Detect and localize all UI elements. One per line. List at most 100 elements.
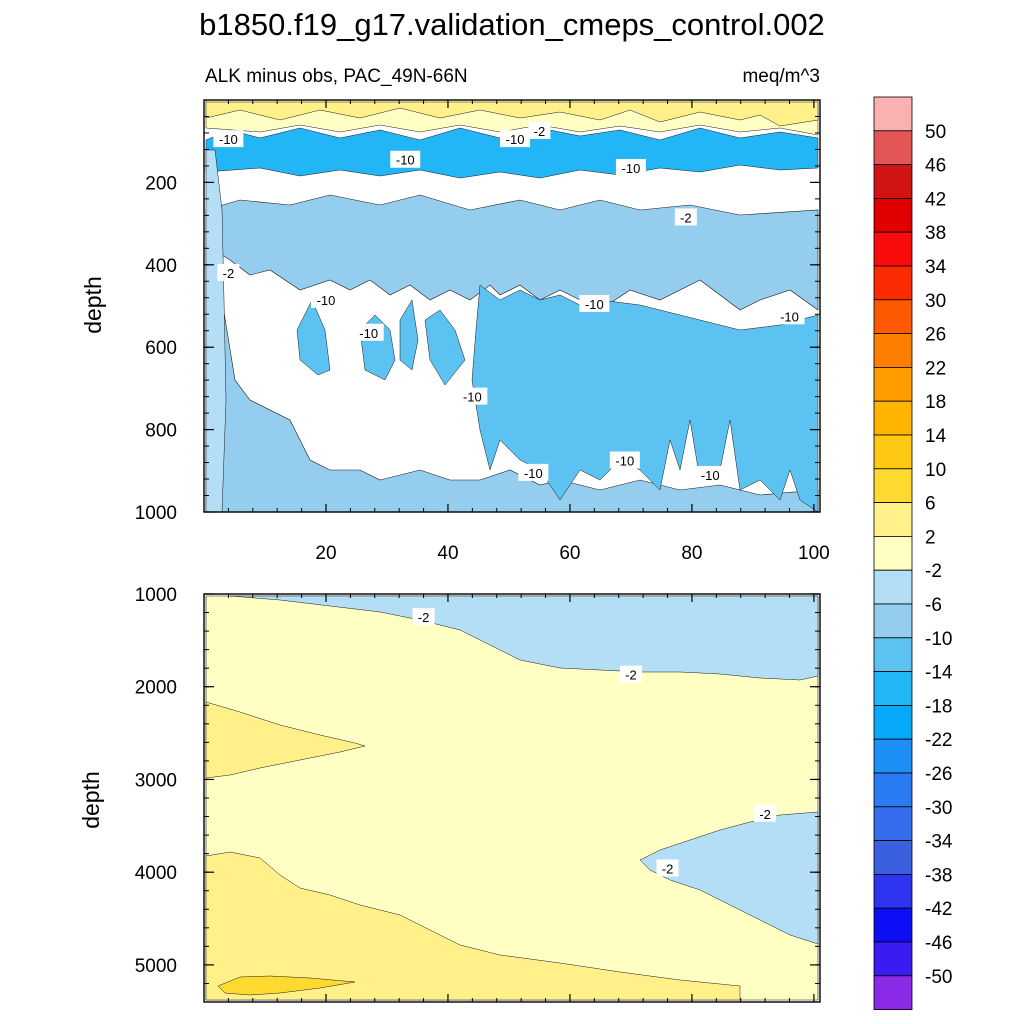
upper-x-tick-label: 80 <box>681 543 702 564</box>
contour-label: -10 <box>310 290 341 308</box>
colorbar-swatch <box>873 671 913 706</box>
lower-panel: 1000 2000 3000 4000 5000 -2 -2 -2 -2 <box>135 585 821 1003</box>
colorbar: 50 46 42 38 34 30 26 22 18 14 10 6 2 -2 -6 -10 -14 -18 -22… <box>873 96 953 1010</box>
colorbar-label: -26 <box>925 764 952 785</box>
colorbar-label: 14 <box>925 426 947 447</box>
colorbar-swatch <box>873 130 913 166</box>
contour-label: -10 <box>390 150 421 168</box>
contour-label: -10 <box>615 158 646 176</box>
contour-label: -10 <box>457 387 488 405</box>
colorbar-label: -10 <box>925 629 952 650</box>
colorbar-label: 2 <box>925 527 936 548</box>
svg-text:-10: -10 <box>585 297 604 312</box>
svg-text:-2: -2 <box>759 807 771 822</box>
upper-panel: 20 40 60 80 100 200 400 600 800 1000 -10 -10 -10 -2 -1… <box>135 99 830 564</box>
colorbar-swatch <box>873 299 913 334</box>
contour-label: -10 <box>500 130 531 148</box>
colorbar-swatch <box>873 806 913 841</box>
colorbar-swatch <box>873 164 913 199</box>
upper-plot-frame <box>203 99 821 513</box>
upper-y-axis-label: depth <box>80 276 106 334</box>
colorbar-label: 10 <box>925 460 946 481</box>
lower-y-tick-label: 4000 <box>135 863 177 884</box>
colorbar-label: -6 <box>925 595 942 616</box>
upper-y-tick-label: 200 <box>145 173 177 194</box>
colorbar-label: -34 <box>925 832 953 853</box>
colorbar-swatch <box>873 400 913 436</box>
colorbar-swatch <box>873 502 913 537</box>
colorbar-swatch <box>873 705 913 740</box>
colorbar-swatch <box>873 941 913 977</box>
upper-x-tick-label: 40 <box>437 543 458 564</box>
colorbar-swatch <box>873 96 913 132</box>
colorbar-label: 18 <box>925 392 946 413</box>
colorbar-swatch <box>873 738 913 774</box>
colorbar-swatch <box>873 907 913 943</box>
svg-text:-10: -10 <box>615 454 634 469</box>
contour-label: -10 <box>774 307 805 325</box>
upper-x-tick-label: 20 <box>315 543 336 564</box>
lower-y-axis-label: depth <box>78 771 104 829</box>
colorbar-swatch <box>873 231 913 267</box>
lower-contour-region <box>205 851 741 1001</box>
colorbar-label: 42 <box>925 189 946 210</box>
svg-text:-2: -2 <box>680 210 692 225</box>
colorbar-label: -2 <box>925 561 942 582</box>
lower-contour-region <box>205 701 366 779</box>
colorbar-swatch <box>873 434 913 470</box>
svg-text:-2: -2 <box>662 861 674 876</box>
colorbar-swatch <box>873 468 913 503</box>
contour-label: -2 <box>528 121 551 139</box>
upper-contour-region <box>205 127 819 179</box>
chart-subtitle-left: ALK minus obs, PAC_49N-66N <box>205 66 468 87</box>
colorbar-swatch <box>873 265 913 301</box>
svg-text:-2: -2 <box>223 266 235 281</box>
contour-label: -2 <box>619 665 642 683</box>
contour-label: -10 <box>353 323 384 341</box>
svg-text:-10: -10 <box>701 468 720 483</box>
upper-x-tick-label: 60 <box>559 543 580 564</box>
colorbar-swatch <box>873 840 913 875</box>
colorbar-swatch <box>873 197 913 233</box>
upper-y-tick-label: 600 <box>145 338 177 359</box>
lower-contour-region <box>229 595 819 681</box>
upper-contour-region <box>205 149 227 512</box>
svg-text:-10: -10 <box>396 153 415 168</box>
colorbar-label: 22 <box>925 358 946 379</box>
colorbar-label: -42 <box>925 899 952 920</box>
upper-y-tick-label: 1000 <box>135 503 177 524</box>
colorbar-swatch <box>873 975 913 1010</box>
upper-y-tick-label: 800 <box>145 421 177 442</box>
upper-contour-region <box>296 299 466 386</box>
contour-label: -10 <box>695 465 726 483</box>
upper-y-tick-label: 400 <box>145 256 177 277</box>
svg-text:-10: -10 <box>524 466 543 481</box>
colorbar-label: -50 <box>925 967 952 988</box>
svg-text:-10: -10 <box>780 309 799 324</box>
colorbar-swatch <box>873 333 913 368</box>
colorbar-swatch <box>873 874 913 909</box>
colorbar-label: -18 <box>925 696 952 717</box>
colorbar-label: -38 <box>925 865 952 886</box>
colorbar-label: -22 <box>925 730 952 751</box>
svg-text:-10: -10 <box>317 293 336 308</box>
colorbar-label: 38 <box>925 223 946 244</box>
contour-label: -10 <box>579 294 610 312</box>
lower-y-tick-label: 5000 <box>135 956 177 977</box>
contour-label: -10 <box>609 451 640 469</box>
colorbar-label: -14 <box>925 663 953 684</box>
upper-contour-region <box>205 101 819 127</box>
contour-label: -2 <box>754 804 777 822</box>
svg-text:-2: -2 <box>418 610 430 625</box>
colorbar-label: 34 <box>925 257 947 278</box>
colorbar-label: -30 <box>925 798 952 819</box>
svg-text:-10: -10 <box>359 326 378 341</box>
contour-label: -2 <box>217 264 240 282</box>
svg-text:-2: -2 <box>625 668 637 683</box>
lower-y-tick-label: 2000 <box>135 678 177 699</box>
colorbar-label: 50 <box>925 122 946 143</box>
colorbar-swatch <box>873 536 913 571</box>
contour-label: -10 <box>213 130 244 148</box>
colorbar-swatch <box>873 637 913 672</box>
